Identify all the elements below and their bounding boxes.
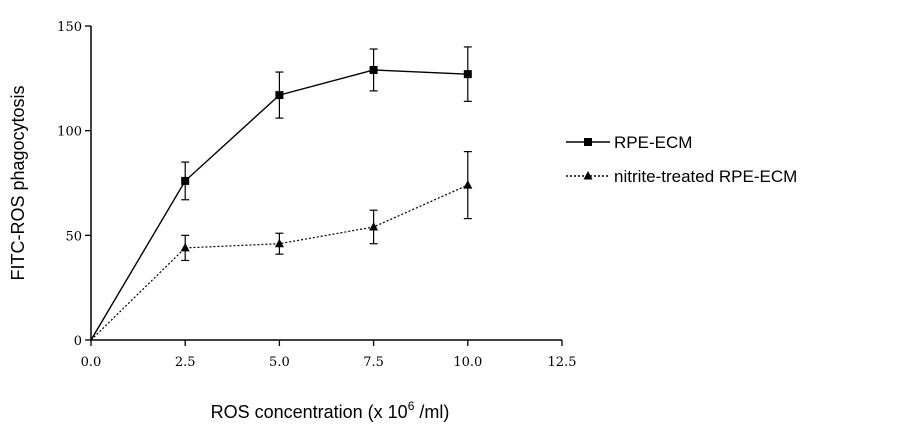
data-point (275, 91, 284, 100)
y-tick-label: 150 (57, 20, 82, 35)
y-tick-label: 50 (65, 229, 82, 244)
data-point (181, 176, 190, 185)
data-point (463, 70, 472, 79)
x-tick-label: 2.5 (175, 355, 196, 370)
x-axis-label: ROS concentration (x 106 /ml) (211, 399, 450, 422)
x-tick-label: 5.0 (269, 355, 290, 370)
legend-label: nitrite-treated RPE-ECM (614, 167, 797, 186)
data-point (180, 242, 190, 252)
x-ticks: 0.0 2.5 5.0 7.5 10.0 12.5 (81, 340, 577, 370)
series-layer (90, 46, 473, 341)
x-axis-label-superscript: 6 (408, 399, 415, 413)
series-1 (90, 46, 472, 341)
y-ticks: 0 50 100 150 (57, 20, 91, 349)
legend-label: RPE-ECM (614, 133, 692, 152)
y-axis-label: FITC-ROS phagocytosis (8, 85, 28, 280)
legend-marker (583, 171, 593, 180)
x-tick-label: 12.5 (548, 355, 577, 370)
y-tick-label: 100 (57, 125, 82, 140)
x-tick-label: 7.5 (363, 355, 384, 370)
legend-marker (584, 138, 592, 146)
data-point (369, 221, 379, 231)
x-tick-label: 0.0 (81, 355, 102, 370)
series-line (90, 184, 469, 341)
x-tick-label: 10.0 (453, 355, 482, 370)
series-2 (90, 151, 473, 341)
y-tick-label: 0 (74, 334, 82, 349)
data-point (274, 238, 284, 248)
data-point (463, 180, 473, 189)
legend: RPE-ECM nitrite-treated RPE-ECM (566, 133, 797, 186)
data-point (369, 65, 378, 74)
